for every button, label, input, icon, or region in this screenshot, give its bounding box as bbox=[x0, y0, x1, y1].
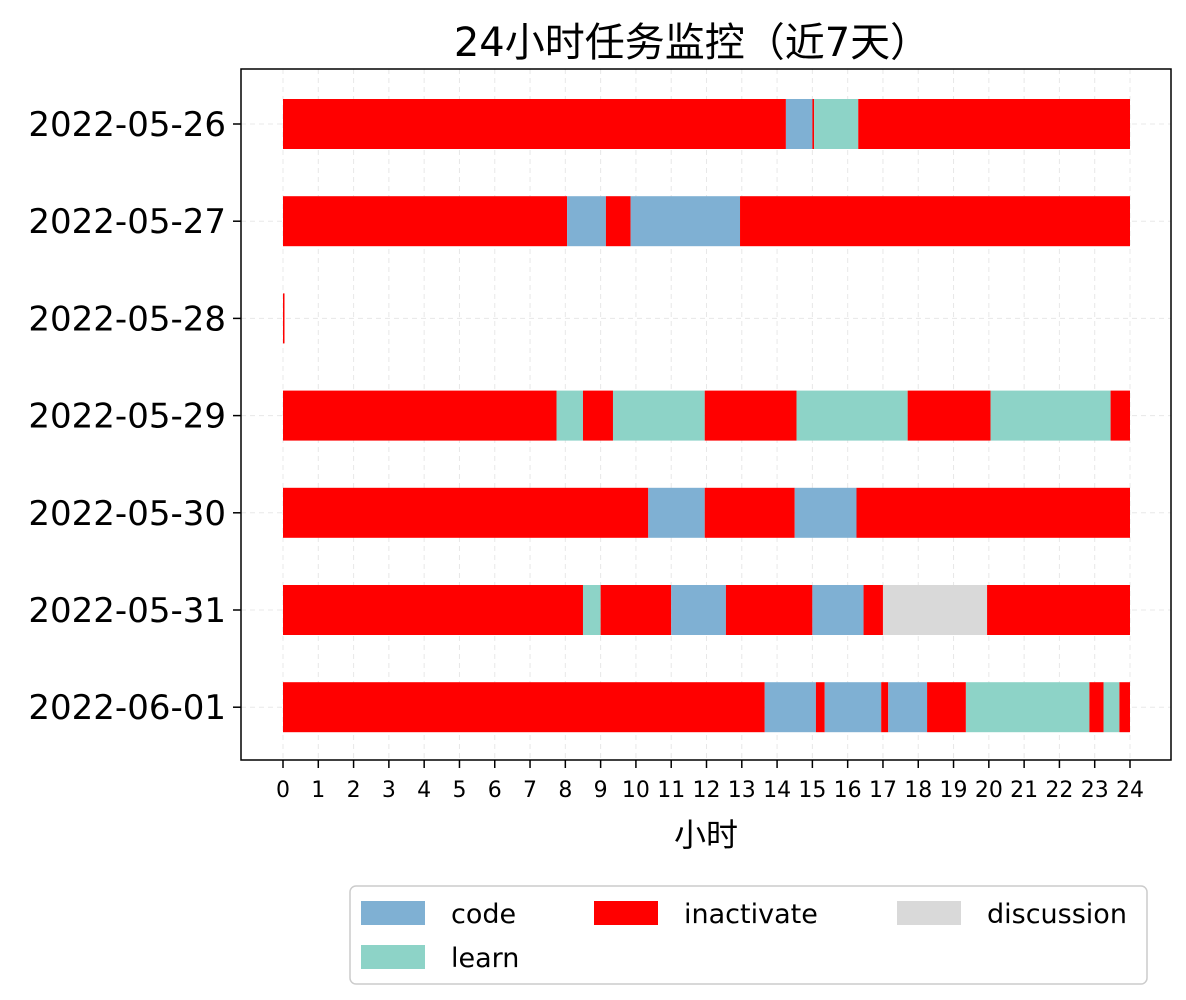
bar-segment-learn bbox=[796, 390, 908, 441]
x-tick-label: 10 bbox=[622, 778, 650, 803]
bar-segment-inactivate bbox=[907, 390, 991, 441]
x-axis-label: 小时 bbox=[674, 816, 738, 854]
x-tick-label: 11 bbox=[657, 778, 685, 803]
bar-segment-learn bbox=[612, 390, 705, 441]
bar-segment-inactivate bbox=[858, 99, 1130, 149]
x-tick-label: 7 bbox=[523, 778, 537, 803]
x-tick-label: 22 bbox=[1045, 778, 1073, 803]
bar-segment-inactivate bbox=[704, 390, 797, 441]
bar-segment-learn bbox=[814, 99, 859, 149]
bar-segment-code bbox=[648, 487, 705, 538]
x-tick-label: 1 bbox=[311, 778, 325, 803]
legend-swatch-discussion bbox=[897, 901, 961, 925]
bar-segment-inactivate bbox=[987, 585, 1130, 635]
bar-segment-learn bbox=[990, 390, 1111, 441]
y-tick-label: 2022-05-29 bbox=[28, 397, 226, 437]
legend-swatch-code bbox=[361, 901, 425, 925]
x-tick-label: 19 bbox=[940, 778, 968, 803]
bar-segment-inactivate bbox=[283, 293, 285, 344]
bar-segment-learn bbox=[556, 390, 583, 441]
x-axis: 0 1 2 3 4 5 6 7 8 9 10 11 12 13 14 15 16 17 18 19 20 21 22 23 24 bbox=[276, 760, 1144, 803]
x-tick-label: 4 bbox=[417, 778, 431, 803]
x-tick-label: 13 bbox=[728, 778, 756, 803]
legend-label-discussion: discussion bbox=[987, 899, 1127, 930]
bar-segment-code bbox=[671, 585, 726, 635]
bar-segment-code bbox=[567, 196, 606, 247]
legend-swatch-learn bbox=[361, 945, 425, 969]
x-tick-label: 0 bbox=[276, 778, 290, 803]
bar-segment-code bbox=[785, 99, 813, 149]
x-tick-label: 2 bbox=[347, 778, 361, 803]
bar-segment-code bbox=[812, 585, 864, 635]
bar-segment-inactivate bbox=[1089, 682, 1104, 733]
legend-label-inactivate: inactivate bbox=[684, 899, 818, 930]
x-tick-label: 14 bbox=[763, 778, 791, 803]
x-tick-label: 17 bbox=[869, 778, 897, 803]
x-tick-label: 18 bbox=[904, 778, 932, 803]
bar-segment-inactivate bbox=[1110, 390, 1130, 441]
chart-title: 24小时任务监控（近7天） bbox=[454, 20, 930, 66]
x-tick-label: 23 bbox=[1081, 778, 1109, 803]
x-tick-label: 3 bbox=[382, 778, 396, 803]
bar-segment-learn bbox=[965, 682, 1090, 733]
legend-label-code: code bbox=[451, 899, 516, 930]
bar-segment-learn bbox=[582, 585, 601, 635]
bar-segment-inactivate bbox=[856, 487, 1130, 538]
bar-segment-inactivate bbox=[283, 682, 765, 733]
x-tick-label: 24 bbox=[1116, 778, 1144, 803]
legend: code inactivate discussion learn bbox=[349, 885, 1148, 985]
bar-segment-inactivate bbox=[582, 390, 613, 441]
bars bbox=[283, 99, 1130, 733]
bar-segment-inactivate bbox=[283, 487, 649, 538]
bar-segment-discussion bbox=[882, 585, 988, 635]
bar-segment-code bbox=[630, 196, 741, 247]
x-tick-label: 9 bbox=[594, 778, 608, 803]
x-tick-label: 15 bbox=[798, 778, 826, 803]
bar-segment-inactivate bbox=[1119, 682, 1130, 733]
bar-segment-inactivate bbox=[605, 196, 631, 247]
x-tick-label: 5 bbox=[452, 778, 466, 803]
legend-swatch-inactivate bbox=[594, 901, 658, 925]
bar-segment-inactivate bbox=[725, 585, 813, 635]
bar-segment-inactivate bbox=[927, 682, 966, 733]
bar-segment-inactivate bbox=[283, 99, 786, 149]
bar-segment-inactivate bbox=[815, 682, 825, 733]
x-tick-label: 20 bbox=[975, 778, 1003, 803]
legend-label-learn: learn bbox=[451, 943, 519, 974]
bar-segment-inactivate bbox=[740, 196, 1130, 247]
y-tick-label: 2022-05-31 bbox=[28, 591, 226, 631]
bar-segment-code bbox=[888, 682, 928, 733]
bar-segment-inactivate bbox=[812, 99, 815, 149]
bar-segment-inactivate bbox=[881, 682, 889, 733]
bar-segment-inactivate bbox=[863, 585, 883, 635]
bar-segment-code bbox=[794, 487, 857, 538]
x-tick-label: 21 bbox=[1010, 778, 1038, 803]
y-tick-label: 2022-05-26 bbox=[28, 105, 226, 145]
y-tick-label: 2022-05-28 bbox=[28, 299, 226, 339]
bar-segment-code bbox=[824, 682, 882, 733]
y-tick-label: 2022-06-01 bbox=[28, 688, 226, 728]
bar-segment-inactivate bbox=[704, 487, 795, 538]
y-tick-label: 2022-05-27 bbox=[28, 202, 226, 242]
bar-segment-inactivate bbox=[283, 585, 583, 635]
x-tick-label: 12 bbox=[693, 778, 721, 803]
bar-segment-code bbox=[764, 682, 816, 733]
bar-segment-learn bbox=[1103, 682, 1120, 733]
bar-segment-inactivate bbox=[600, 585, 672, 635]
y-tick-label: 2022-05-30 bbox=[28, 494, 226, 534]
x-tick-label: 6 bbox=[488, 778, 502, 803]
y-axis: 2022-05-26 2022-05-27 2022-05-28 2022-05-29… bbox=[28, 105, 241, 728]
x-tick-label: 8 bbox=[558, 778, 572, 803]
bar-segment-inactivate bbox=[283, 196, 568, 247]
x-tick-label: 16 bbox=[834, 778, 862, 803]
bar-segment-inactivate bbox=[283, 390, 557, 441]
